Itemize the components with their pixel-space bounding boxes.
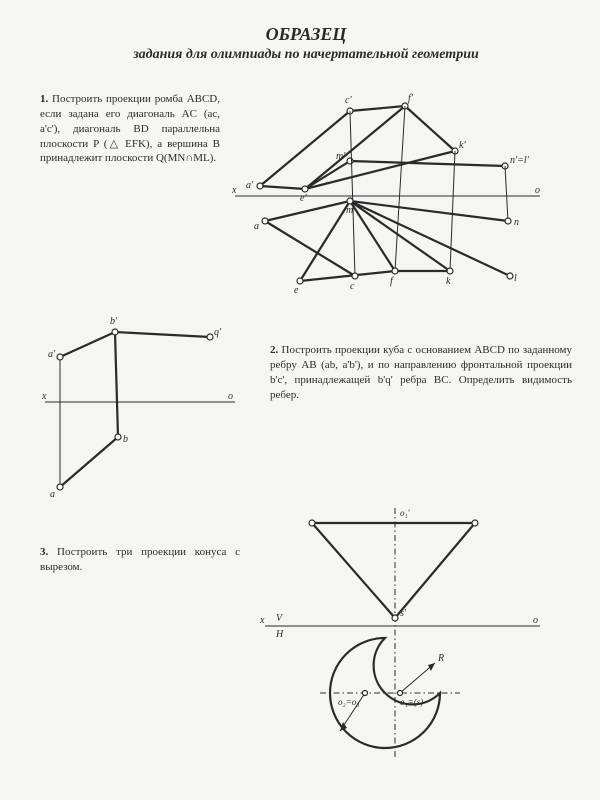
- lbl: a': [48, 349, 56, 360]
- fig1-x-label: x: [231, 185, 237, 196]
- lbl: l: [514, 273, 517, 284]
- lbl: a: [50, 489, 55, 500]
- lbl: R: [437, 653, 444, 664]
- task-1-text: 1. Построить проекции ромба ABCD, если з…: [40, 92, 220, 166]
- row-task1: 1. Построить проекции ромба ABCD, если з…: [40, 81, 572, 296]
- lbl: k: [446, 276, 451, 287]
- lbl: n'=l': [510, 155, 530, 166]
- task-3-num: 3.: [40, 546, 48, 558]
- figure-1: x o a' e' m' c' f' k' n'=l': [230, 81, 550, 296]
- lbl: o: [228, 391, 233, 402]
- lbl: k': [459, 140, 466, 151]
- task-3-text: 3. Построить три проекции конуса с вырез…: [40, 545, 240, 575]
- lbl: m: [346, 205, 353, 216]
- fig1-o-label: o: [535, 185, 540, 196]
- lbl: V: [276, 613, 284, 624]
- lbl: b': [110, 316, 118, 327]
- lbl: x: [41, 391, 47, 402]
- lbl: b: [123, 434, 128, 445]
- row-task3: 3. Построить три проекции конуса с вырез…: [40, 508, 572, 763]
- lbl: o₂=o₃: [338, 697, 359, 707]
- figure-3: o₁' s' x o V H: [250, 508, 550, 763]
- lbl: c: [350, 281, 355, 292]
- task-3-body: Построить три проекции конуса с вырезом.: [40, 546, 240, 573]
- lbl: e: [294, 285, 299, 296]
- lbl: o₁=(s): [400, 697, 423, 707]
- lbl: n: [514, 217, 519, 228]
- task-1-body: Построить проекции ромба ABCD, если зада…: [40, 93, 220, 164]
- task-1-num: 1.: [40, 93, 48, 105]
- task-2-num: 2.: [270, 344, 278, 356]
- task-2-text: 2. Построить проекции куба с основанием …: [270, 343, 572, 402]
- page-title: ОБРАЗЕЦ: [40, 24, 572, 45]
- lbl: c': [345, 95, 352, 106]
- lbl: e': [300, 193, 307, 204]
- lbl: a: [254, 221, 259, 232]
- lbl: x: [259, 615, 265, 626]
- lbl: f: [390, 276, 394, 287]
- task-2-body: Построить проекции куба с основанием ABC…: [270, 344, 572, 401]
- lbl: f': [408, 93, 414, 104]
- lbl: a': [246, 180, 254, 191]
- page-subtitle: задания для олимпиады по начертательной …: [40, 47, 572, 63]
- lbl: H: [275, 629, 284, 640]
- figure-2: x o a' b' q' b a: [40, 302, 240, 502]
- lbl: q': [214, 327, 222, 338]
- lbl: o: [533, 615, 538, 626]
- lbl: o₁': [400, 508, 411, 518]
- row-task2: x o a' b' q' b a 2. Построить проекции к…: [40, 302, 572, 502]
- lbl: s': [400, 608, 407, 619]
- lbl: m': [336, 151, 346, 162]
